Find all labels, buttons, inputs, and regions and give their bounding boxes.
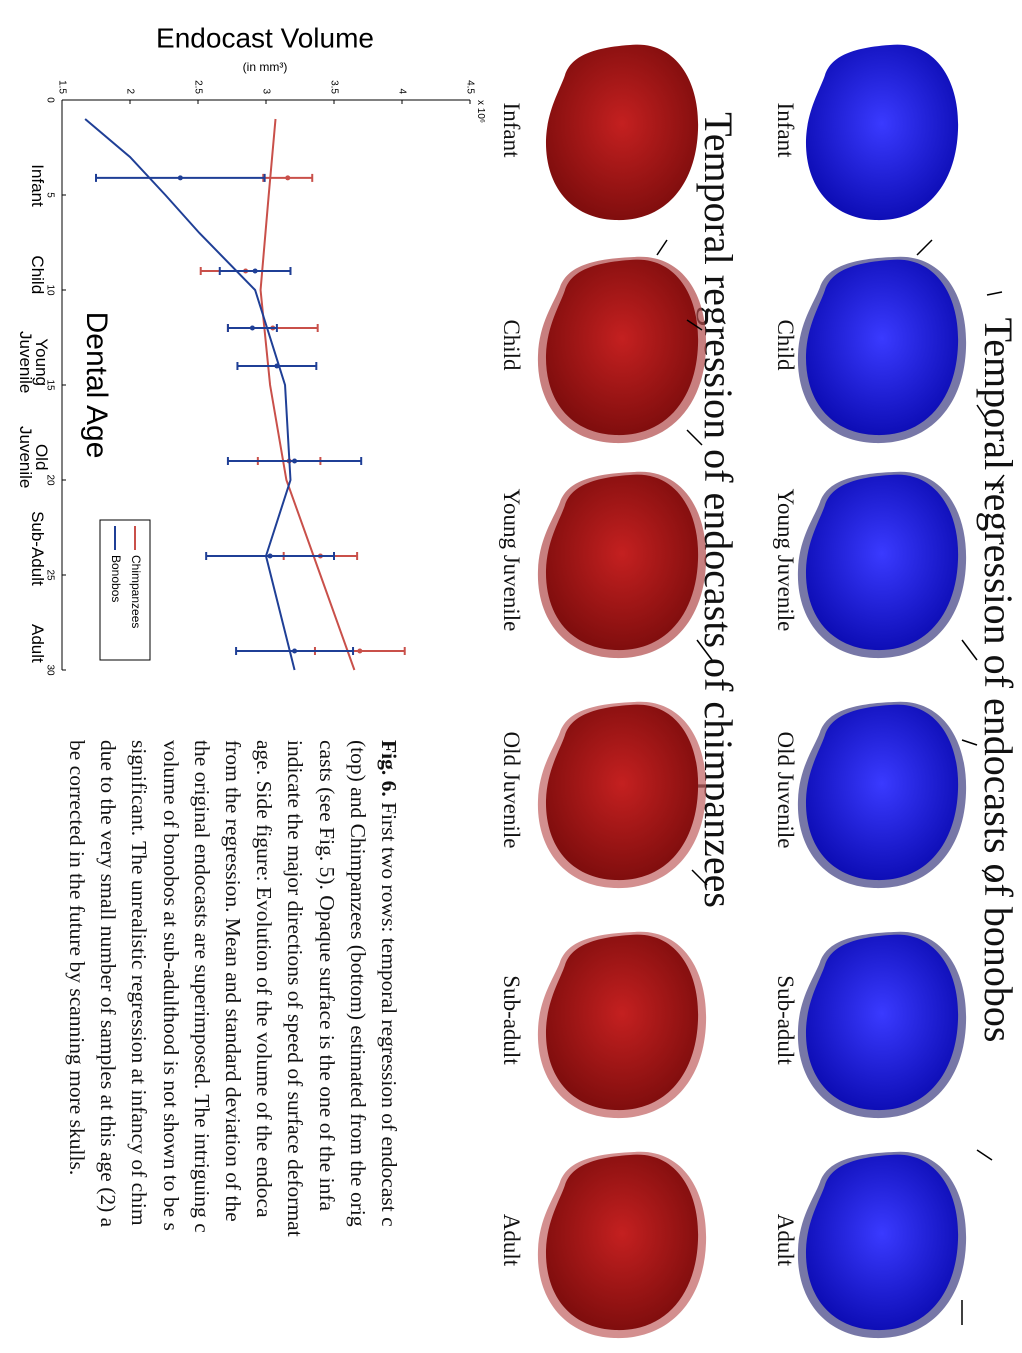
chart: Endocast Volume (in mm³) x 10⁶ 1.5 2 2.5 3 3.5 4… [2, 0, 502, 700]
brain-figures [482, 0, 1022, 1353]
stage-label: Old Juvenile [772, 732, 798, 849]
mean-point [253, 269, 258, 274]
age-label: YoungJuvenile [16, 331, 51, 393]
stage-label: Adult [498, 1214, 524, 1266]
y-tick-label: 4.5 [464, 80, 475, 94]
caption-line: the original endocasts are superimposed.… [186, 740, 217, 1353]
caption-text: First two rows: temporal regression of e… [377, 802, 401, 1227]
caption-line: from the regression. Mean and standard d… [217, 740, 248, 1353]
caption-text: due to the very small number of samples … [96, 740, 120, 1227]
age-label: Adult [28, 624, 47, 663]
caption-line: indicate the major directions of speed o… [279, 740, 310, 1353]
page: Temporal regression of endocasts of bono… [0, 0, 1022, 1353]
legend-label: Bonobos [109, 555, 123, 602]
stage-label: Child [772, 319, 798, 370]
caption-line: casts (see Fig. 5). Opaque surface is th… [310, 740, 341, 1353]
y-tick-label: 1.5 [56, 80, 67, 94]
caption-label: Fig. 6. [377, 740, 401, 797]
age-label: Child [28, 255, 47, 294]
stage-label: Sub-adult [772, 975, 798, 1064]
stage-label: Young Juvenile [498, 489, 524, 632]
legend-label: Chimpanzees [129, 555, 143, 628]
stage-label: Infant [772, 103, 798, 158]
mean-point [268, 554, 273, 559]
y-multiplier: x 10⁶ [475, 100, 486, 123]
caption-line: be corrected in the future by scanning m… [61, 740, 92, 1353]
caption-line: volume of bonobos at sub-adulthood is no… [154, 740, 185, 1353]
caption-text: the original endocasts are superimposed.… [190, 740, 214, 1233]
stage-label: Sub-adult [498, 975, 524, 1064]
rotated-page: Temporal regression of endocasts of bono… [0, 0, 1022, 1353]
y-tick-label: 3.5 [328, 80, 339, 94]
caption-text: indicate the major directions of speed o… [283, 740, 307, 1237]
caption-text: be corrected in the future by scanning m… [65, 740, 89, 1175]
caption-line: Fig. 6. First two rows: temporal regress… [373, 740, 404, 1353]
y-tick-label: 3 [260, 88, 271, 94]
age-label: Infant [28, 164, 47, 207]
stage-label: Adult [772, 1214, 798, 1266]
caption-text: significant. The unrealistic regression … [127, 740, 151, 1226]
x-tick-label: 0 [44, 97, 55, 103]
x-tick-label: 30 [44, 664, 55, 676]
caption-line: significant. The unrealistic regression … [123, 740, 154, 1353]
mean-point [292, 649, 297, 654]
mean-point [285, 175, 290, 180]
caption-line: (top) and Chimpanzees (bottom) estimated… [342, 740, 373, 1353]
y-tick-label: 2 [124, 88, 135, 94]
caption: Fig. 6. First two rows: temporal regress… [61, 740, 404, 1353]
x-tick-label: 20 [44, 474, 55, 486]
y-axis-title: Endocast Volume [156, 22, 374, 53]
stage-label: Old Juvenile [498, 732, 524, 849]
y-tick-label: 4 [396, 88, 407, 94]
stage-label: Child [498, 319, 524, 370]
caption-text: casts (see Fig. 5). Opaque surface is th… [315, 740, 339, 1211]
caption-text: (top) and Chimpanzees (bottom) estimated… [346, 740, 370, 1227]
stage-label: Infant [498, 103, 524, 158]
caption-text: from the regression. Mean and standard d… [221, 740, 245, 1222]
caption-text: age. Side figure: Evolution of the volum… [252, 740, 276, 1218]
mean-point [292, 459, 297, 464]
age-label: Sub-Adult [28, 511, 47, 586]
caption-line: due to the very small number of samples … [92, 740, 123, 1353]
mean-point [274, 364, 279, 369]
x-axis-title: Dental Age [80, 312, 113, 459]
mean-point [178, 175, 183, 180]
mean-point [250, 326, 255, 331]
caption-line: age. Side figure: Evolution of the volum… [248, 740, 279, 1353]
bonobo-row [798, 45, 966, 1338]
mean-point [357, 649, 362, 654]
y-tick-label: 2.5 [192, 80, 203, 94]
chimp-row [538, 45, 706, 1338]
y-axis-unit: (in mm³) [243, 60, 288, 74]
caption-text: volume of bonobos at sub-adulthood is no… [159, 740, 183, 1231]
stage-label: Young Juvenile [772, 489, 798, 632]
